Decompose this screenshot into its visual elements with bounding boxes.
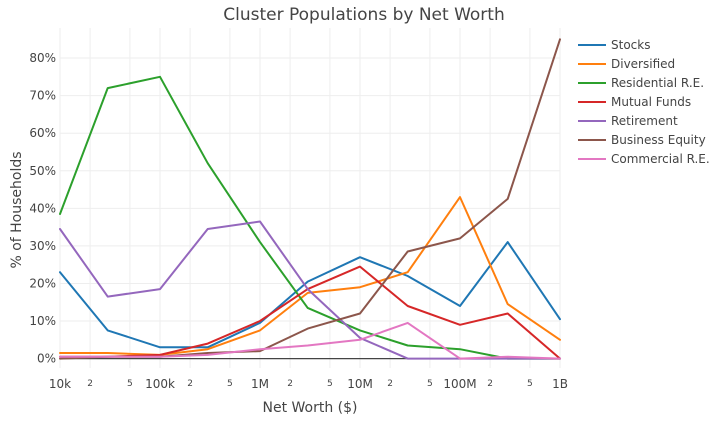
y-tick-label: 30% xyxy=(29,239,56,253)
chart-title: Cluster Populations by Net Worth xyxy=(223,5,504,25)
y-tick-label: 10% xyxy=(29,314,56,328)
x-minor-tick-label: 2 xyxy=(287,379,293,389)
y-tick-label: 70% xyxy=(29,89,56,103)
series-layer xyxy=(59,38,561,360)
x-tick-label: 10M xyxy=(347,377,373,391)
y-axis-title: % of Households xyxy=(9,151,25,268)
legend-item[interactable]: Diversified xyxy=(578,57,675,71)
x-minor-tick-label: 5 xyxy=(427,379,433,389)
series-line-diversified xyxy=(59,196,561,356)
legend-item[interactable]: Commercial R.E. xyxy=(578,152,710,166)
x-minor-tick-label: 5 xyxy=(327,379,333,389)
series-line-commercial-r-e xyxy=(59,321,561,360)
x-minor-tick-label: 2 xyxy=(87,379,93,389)
series-line-residential-r-e xyxy=(59,75,561,360)
legend-label: Diversified xyxy=(611,57,675,71)
legend-label: Retirement xyxy=(611,114,678,128)
legend-item[interactable]: Mutual Funds xyxy=(578,95,691,109)
x-minor-tick-label: 5 xyxy=(127,379,133,389)
x-minor-tick-label: 2 xyxy=(387,379,393,389)
x-minor-tick-label: 5 xyxy=(227,379,233,389)
legend-label: Mutual Funds xyxy=(611,95,691,109)
x-tick-label: 10k xyxy=(49,377,71,391)
legend-item[interactable]: Business Equity xyxy=(578,133,706,147)
axis-layer: 0% 10% 20% 30% 40% 50% 60% 70% 80% 10k 100k 1M 10M 10… xyxy=(29,51,568,391)
y-tick-label: 80% xyxy=(29,51,56,65)
x-tick-label: 100M xyxy=(443,377,476,391)
legend-label: Stocks xyxy=(611,38,650,52)
legend[interactable]: Stocks Diversified Residential R.E. Mutual … xyxy=(578,38,710,166)
x-axis-title: Net Worth ($) xyxy=(262,400,357,416)
legend-item[interactable]: Retirement xyxy=(578,114,678,128)
legend-label: Commercial R.E. xyxy=(611,152,710,166)
y-tick-label: 40% xyxy=(29,201,56,215)
legend-item[interactable]: Residential R.E. xyxy=(578,76,704,90)
x-minor-tick-label: 2 xyxy=(487,379,493,389)
y-tick-label: 50% xyxy=(29,164,56,178)
y-tick-label: 60% xyxy=(29,126,56,140)
legend-item[interactable]: Stocks xyxy=(578,38,650,52)
legend-label: Business Equity xyxy=(611,133,706,147)
x-minor-tick-label: 2 xyxy=(187,379,193,389)
x-minor-tick-label: 5 xyxy=(527,379,533,389)
x-tick-label: 1B xyxy=(552,377,568,391)
grid-layer xyxy=(59,28,561,368)
y-tick-label: 20% xyxy=(29,276,56,290)
series-line-stocks xyxy=(59,241,561,349)
x-tick-label: 1M xyxy=(251,377,269,391)
x-tick-label: 100k xyxy=(145,377,175,391)
y-tick-label: 0% xyxy=(37,352,56,366)
legend-label: Residential R.E. xyxy=(611,76,704,90)
